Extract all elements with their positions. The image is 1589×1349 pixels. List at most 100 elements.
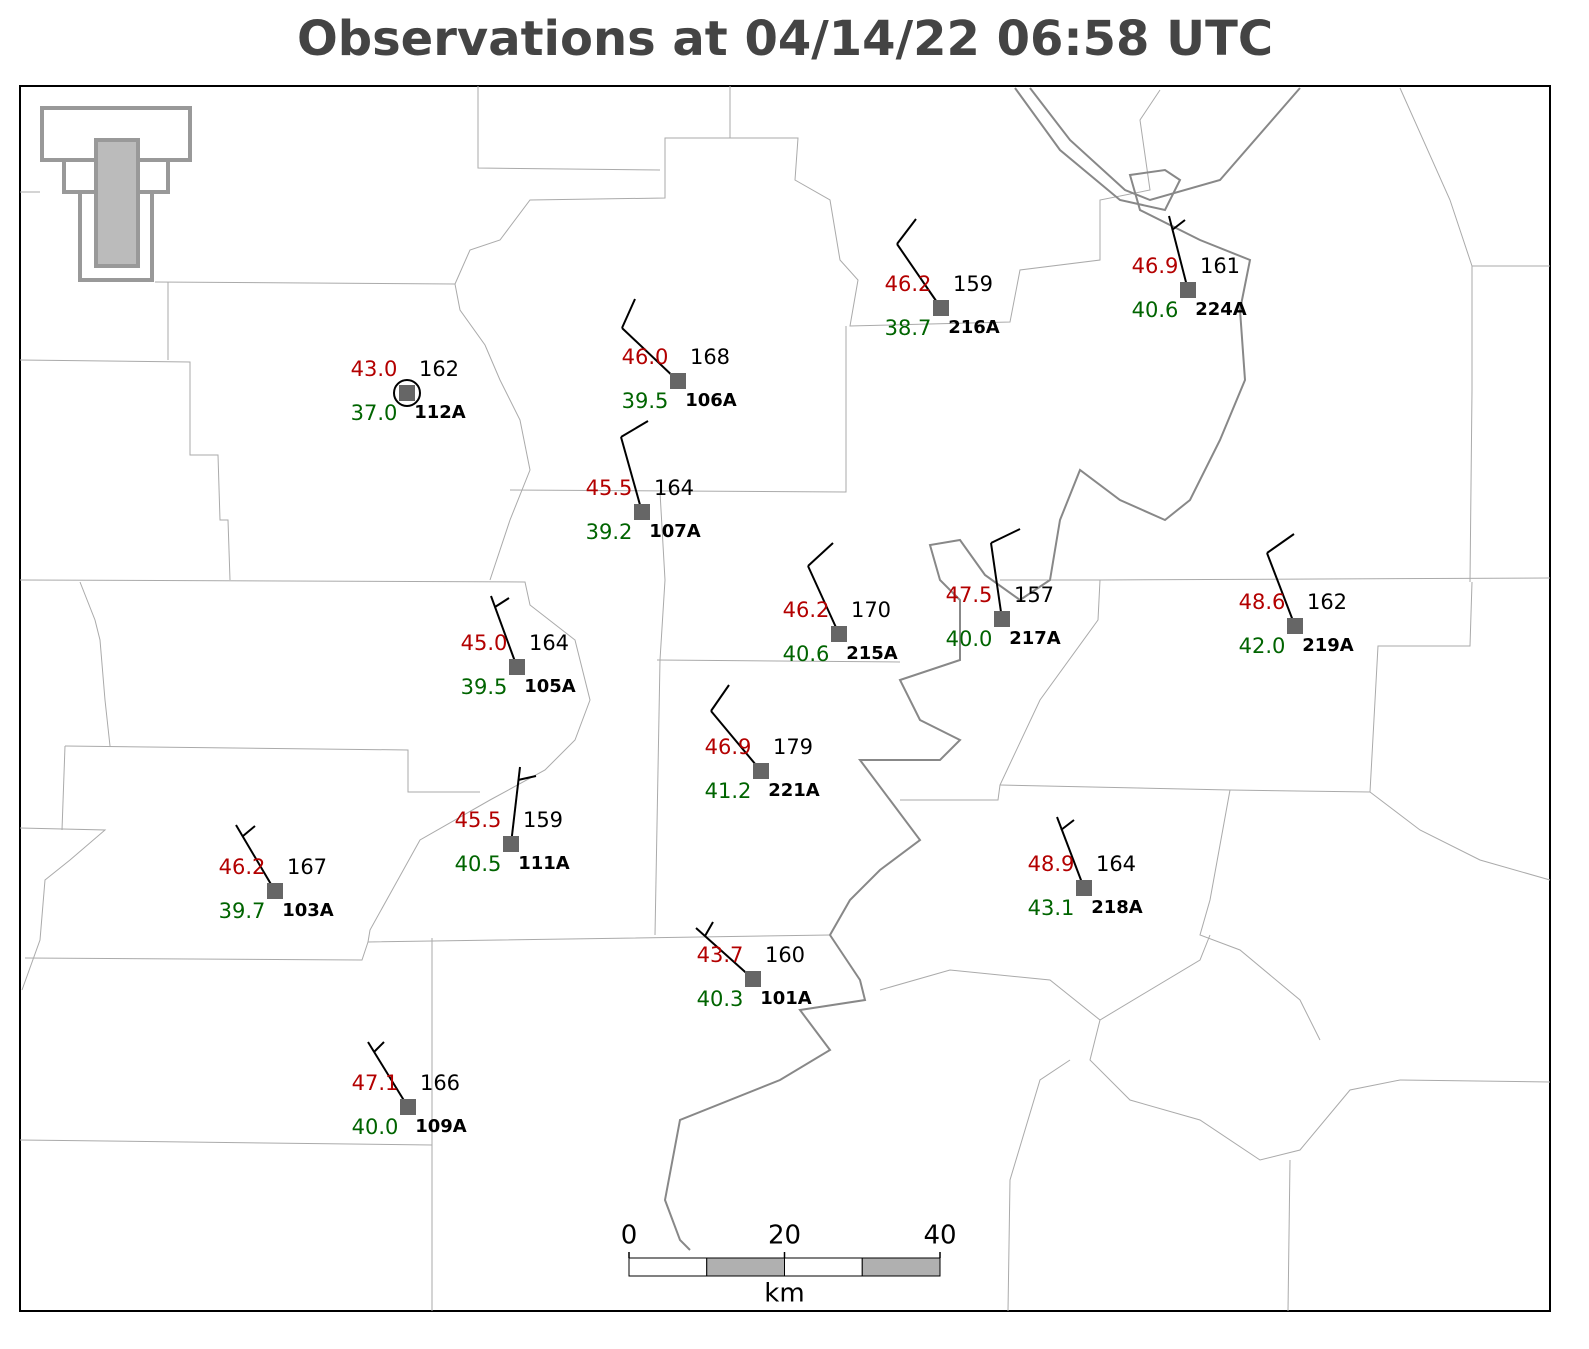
station-id: 103A bbox=[282, 900, 334, 921]
temperature: 45.5 bbox=[586, 476, 633, 500]
dewpoint: 39.5 bbox=[622, 389, 669, 413]
dewpoint: 40.0 bbox=[946, 627, 993, 651]
temperature: 45.5 bbox=[455, 808, 502, 832]
station: 46.9 179 41.2 221A bbox=[705, 684, 820, 803]
pressure: 179 bbox=[773, 735, 813, 759]
station-id: 216A bbox=[948, 317, 1000, 338]
dewpoint: 43.1 bbox=[1028, 896, 1075, 920]
station-marker bbox=[509, 659, 525, 675]
station-id: 111A bbox=[518, 853, 570, 874]
station-marker bbox=[634, 504, 650, 520]
station-marker bbox=[1287, 618, 1303, 634]
station-marker bbox=[933, 300, 949, 316]
station-id: 101A bbox=[760, 988, 812, 1009]
scale-segment bbox=[628, 1257, 708, 1277]
dewpoint: 40.0 bbox=[352, 1115, 399, 1139]
temperature: 46.0 bbox=[622, 345, 669, 369]
station-id: 106A bbox=[685, 390, 737, 411]
scale-tick-label: 0 bbox=[621, 1221, 638, 1251]
pressure: 166 bbox=[420, 1071, 460, 1095]
rivers bbox=[663, 87, 1301, 1251]
station-id: 224A bbox=[1195, 299, 1247, 320]
temperature: 45.0 bbox=[461, 631, 508, 655]
wind-staff bbox=[621, 327, 679, 382]
wind-staff bbox=[710, 710, 762, 772]
wind-barb bbox=[896, 218, 917, 245]
station-marker bbox=[670, 373, 686, 389]
station-marker bbox=[753, 763, 769, 779]
wind-barb bbox=[494, 597, 510, 608]
wind-barb bbox=[1171, 219, 1186, 231]
station: 45.5 159 40.5 111A bbox=[455, 766, 570, 876]
wind-barb bbox=[620, 420, 649, 438]
temperature: 47.5 bbox=[946, 583, 993, 607]
station-id: 217A bbox=[1009, 628, 1061, 649]
temperature: 47.1 bbox=[352, 1071, 399, 1095]
dewpoint: 40.6 bbox=[783, 642, 830, 666]
station: 48.9 164 43.1 218A bbox=[1028, 816, 1143, 920]
wind-staff bbox=[1266, 552, 1296, 627]
pressure: 159 bbox=[523, 808, 563, 832]
station-id: 215A bbox=[846, 643, 898, 664]
station-marker bbox=[1076, 880, 1092, 896]
pressure: 170 bbox=[851, 598, 891, 622]
dewpoint: 37.0 bbox=[351, 401, 398, 425]
station: 46.0 168 39.5 106A bbox=[621, 298, 737, 413]
dewpoint: 39.2 bbox=[586, 520, 633, 544]
temperature: 43.0 bbox=[351, 357, 398, 381]
temperature: 46.9 bbox=[1132, 254, 1179, 278]
station-marker bbox=[994, 611, 1010, 627]
map-frame bbox=[19, 85, 1551, 1312]
station: 47.1 166 40.0 109A bbox=[352, 1041, 467, 1139]
station: 46.2 167 39.7 103A bbox=[219, 824, 334, 923]
station-marker bbox=[400, 1099, 416, 1115]
station-id: 112A bbox=[414, 402, 466, 423]
wind-barb bbox=[621, 298, 636, 329]
station: 46.9 161 40.6 224A bbox=[1132, 215, 1247, 322]
station: 46.2 159 38.7 216A bbox=[885, 218, 1000, 340]
logo bbox=[40, 106, 192, 282]
station-id: 105A bbox=[524, 676, 576, 697]
temperature: 43.7 bbox=[697, 943, 744, 967]
scale-unit: km bbox=[764, 1279, 804, 1309]
station-id: 218A bbox=[1091, 897, 1143, 918]
station-id: 109A bbox=[415, 1116, 467, 1137]
scale-segment bbox=[861, 1257, 941, 1277]
station: 45.0 164 39.5 105A bbox=[461, 595, 576, 699]
station-id: 107A bbox=[649, 521, 701, 542]
wind-staff bbox=[807, 565, 840, 635]
station: 46.2 170 40.6 215A bbox=[783, 542, 898, 666]
boundaries bbox=[19, 86, 1551, 1312]
pressure: 162 bbox=[1307, 590, 1347, 614]
temperature: 46.9 bbox=[705, 735, 752, 759]
wind-barb bbox=[990, 528, 1021, 544]
wind-staff bbox=[490, 595, 518, 668]
station-marker bbox=[399, 385, 415, 401]
pressure: 157 bbox=[1014, 583, 1054, 607]
wind-barb bbox=[1060, 819, 1075, 831]
dewpoint: 40.3 bbox=[697, 987, 744, 1011]
pressure: 162 bbox=[419, 357, 459, 381]
temperature: 48.6 bbox=[1239, 590, 1286, 614]
station: 43.0 162 37.0 112A bbox=[351, 357, 466, 425]
dewpoint: 38.7 bbox=[885, 316, 932, 340]
pressure: 164 bbox=[529, 631, 569, 655]
station: 48.6 162 42.0 219A bbox=[1239, 533, 1354, 658]
wind-staff bbox=[235, 824, 276, 892]
dewpoint: 41.2 bbox=[705, 779, 752, 803]
wind-barb bbox=[242, 825, 256, 837]
pressure: 159 bbox=[953, 272, 993, 296]
pressure: 168 bbox=[690, 345, 730, 369]
scale-segment bbox=[784, 1257, 863, 1277]
pressure: 164 bbox=[654, 476, 694, 500]
title: Observations at 04/14/22 06:58 UTC bbox=[297, 11, 1273, 67]
wind-staff bbox=[620, 436, 643, 513]
scale-tick-label: 20 bbox=[768, 1221, 801, 1251]
temperature: 48.9 bbox=[1028, 852, 1075, 876]
wind-barb bbox=[1266, 533, 1295, 554]
temperature: 46.2 bbox=[783, 598, 830, 622]
station-marker bbox=[267, 883, 283, 899]
station-id: 219A bbox=[1302, 635, 1354, 656]
wind-barb bbox=[373, 1041, 385, 1053]
wind-staff bbox=[695, 927, 754, 980]
